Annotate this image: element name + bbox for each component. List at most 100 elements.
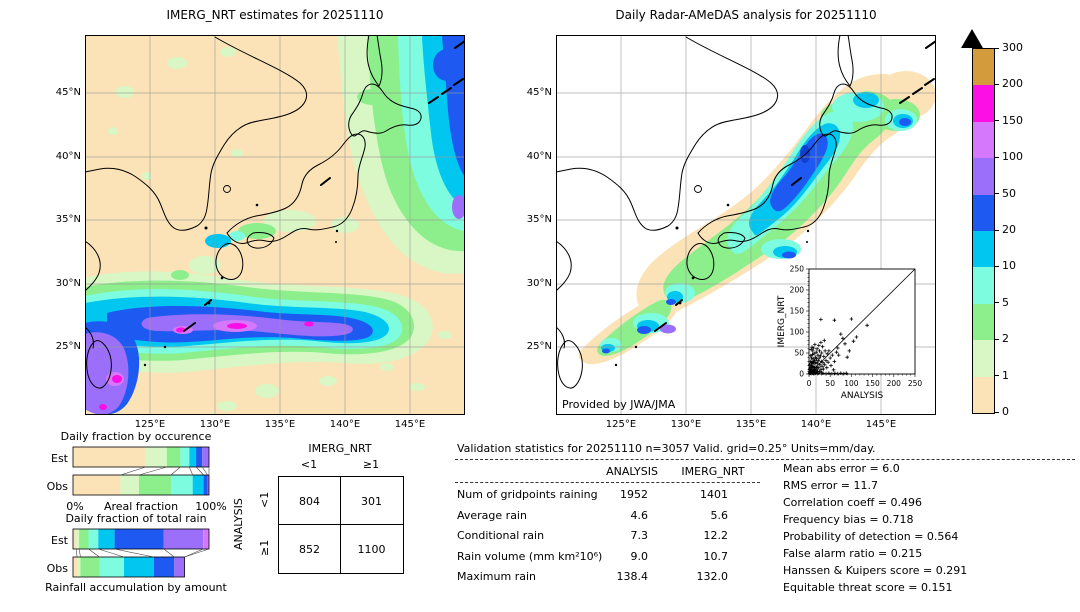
- bar-segment: [189, 447, 197, 467]
- right-map-lon-tick: 125°E: [605, 419, 637, 430]
- bar-segment: [203, 529, 209, 549]
- contingency-col-label-lt1: <1: [300, 458, 318, 471]
- score-line: Equitable threat score = 0.151: [783, 581, 952, 594]
- divider-top: [455, 459, 1075, 460]
- svg-text:150: 150: [790, 307, 805, 316]
- bar-segment: [174, 557, 185, 577]
- colorbar-segment: [973, 340, 994, 377]
- bar-segment: [120, 475, 139, 495]
- bar-segment: [77, 557, 81, 577]
- row-label-obs: Obs: [47, 480, 69, 493]
- colorbar-tick-label: 10: [1002, 259, 1016, 273]
- score-value: 11.7: [853, 479, 878, 492]
- bar-segment: [73, 557, 78, 577]
- colorbar-tick: [994, 411, 999, 413]
- column-header-analysis: ANALYSIS: [606, 465, 658, 478]
- colorbar-tick-label: 150: [1002, 113, 1023, 127]
- colorbar-tick: [994, 375, 999, 377]
- left-map-lat-tick: 40°N: [55, 151, 81, 162]
- contingency-col-title: IMERG_NRT: [308, 442, 372, 455]
- colorbar-tick-label: 200: [1002, 77, 1023, 91]
- colorbar-tick: [994, 83, 999, 85]
- total-rain-bars: Est Obs: [47, 528, 210, 578]
- score-value: 0.564: [926, 530, 959, 543]
- stat-row-label: Rain volume (mm km²10⁶): [457, 549, 603, 563]
- score-label: Correlation coeff: [783, 496, 875, 509]
- score-line: Hanssen & Kuipers score = 0.291: [783, 564, 967, 577]
- svg-text:0: 0: [799, 370, 804, 379]
- svg-text:150: 150: [865, 379, 880, 388]
- colorbar-segment: [973, 231, 994, 268]
- colorbar-overflow-triangle: [961, 29, 983, 48]
- left-map-title: IMERG_NRT estimates for 20251110: [166, 8, 384, 22]
- bar-segment: [99, 557, 124, 577]
- divider-table: [455, 482, 760, 483]
- colorbar-segment: [973, 158, 994, 195]
- colorbar-tick: [994, 265, 999, 267]
- bar-segment: [145, 447, 167, 467]
- stat-value-analysis: 1952: [620, 488, 648, 501]
- contingency-cell-10: 852: [299, 543, 320, 556]
- right-map-lat-tick: 30°N: [526, 278, 552, 289]
- validation-stats-panel: Validation statistics for 20251110 n=305…: [455, 438, 1077, 610]
- precip-shading-left: [85, 35, 466, 415]
- colorbar-tick-label: 0: [1002, 405, 1009, 418]
- stat-value-imerg: 10.7: [703, 549, 729, 563]
- bar-segment: [170, 475, 193, 495]
- imerg-map-plot: [84, 34, 466, 416]
- inset-y-label: IMERG_NRT: [777, 295, 787, 347]
- right-map-lon-tick: 135°E: [735, 419, 767, 430]
- stat-value-analysis: 7.3: [630, 529, 649, 542]
- colorbar-segment: [973, 267, 994, 304]
- contingency-cell-00: 804: [299, 495, 320, 508]
- inset-x-label: ANALYSIS: [841, 391, 884, 401]
- colorbar-tick-label: 5: [1002, 295, 1009, 309]
- colorbar-tick: [994, 229, 999, 231]
- score-equals: =: [904, 581, 921, 594]
- contingency-row-label-ge1: ≥1: [258, 539, 271, 557]
- score-label: Hanssen & Kuipers score: [783, 564, 920, 577]
- score-equals: =: [910, 530, 927, 543]
- contingency-col-label-ge1: ≥1: [362, 458, 380, 471]
- colorbar-segment: [973, 194, 994, 231]
- bar-segment: [76, 529, 80, 549]
- colorbar-tick-label: 2: [1002, 332, 1009, 346]
- colorbar-tick-label: 50: [1002, 186, 1016, 200]
- score-label: RMS error: [783, 479, 838, 492]
- right-map-lon-tick: 130°E: [670, 419, 702, 430]
- score-equals: =: [865, 513, 883, 526]
- bar-segment: [79, 529, 89, 549]
- left-map-lat-tick: 35°N: [55, 214, 81, 225]
- svg-text:0: 0: [807, 379, 812, 388]
- stat-value-analysis: 138.4: [616, 570, 649, 583]
- contingency-grid: 804 301 852 1100: [278, 476, 404, 574]
- score-equals: =: [874, 496, 891, 509]
- svg-text:250: 250: [790, 265, 805, 274]
- svg-text:250: 250: [908, 379, 923, 388]
- colorbar-segment: [973, 376, 994, 413]
- colorbar-tick-label: 300: [1002, 41, 1023, 54]
- total-rain-chart-footer: Rainfall accumulation by amount: [45, 581, 227, 594]
- bar-segment: [163, 529, 204, 549]
- colorbar-segment: [973, 49, 994, 86]
- contingency-row-label-lt1: <1: [258, 491, 271, 509]
- stat-row-label: Conditional rain: [457, 529, 545, 542]
- right-map-lat-tick: 35°N: [526, 214, 552, 225]
- score-line: Mean abs error = 6.0: [783, 462, 900, 475]
- score-line: Correlation coeff = 0.496: [783, 496, 922, 509]
- score-value: 0.718: [882, 513, 914, 526]
- data-credit: Provided by JWA/JMA: [562, 398, 676, 411]
- bar-segment: [80, 557, 100, 577]
- left-map-lat-tick: 25°N: [55, 341, 81, 352]
- stat-row-label: Num of gridpoints raining: [457, 488, 598, 501]
- validation-header: Validation statistics for 20251110 n=305…: [457, 442, 876, 455]
- bar-segment: [196, 447, 203, 467]
- contingency-row-title: ANALYSIS: [232, 498, 245, 550]
- occurrence-fraction-chart: Daily fraction by occurence Est Obs 0% Ar…: [30, 430, 242, 514]
- right-map-lat-tick: 25°N: [526, 341, 552, 352]
- bar-segment: [202, 447, 209, 467]
- left-map-lon-tick: 130°E: [199, 419, 231, 430]
- stat-row-label: Average rain: [457, 508, 527, 522]
- svg-text:50: 50: [825, 379, 835, 388]
